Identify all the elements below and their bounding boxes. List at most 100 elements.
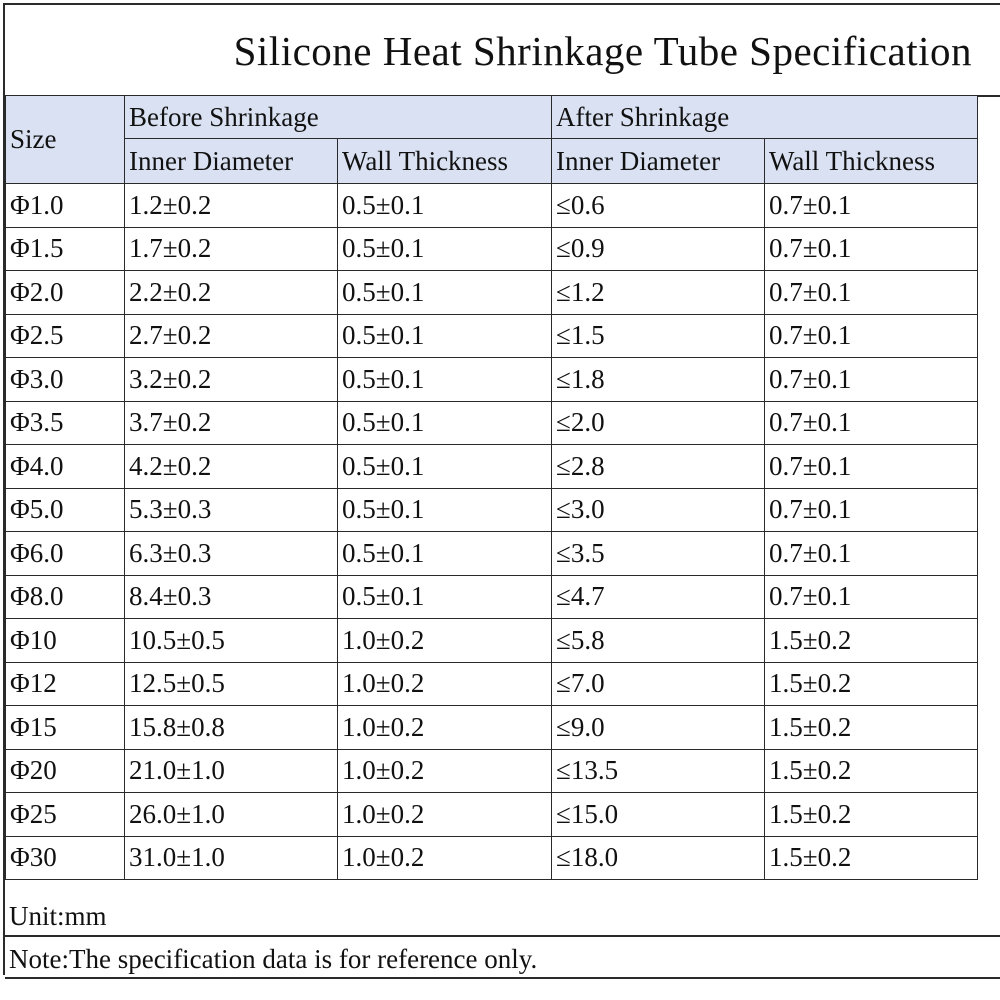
after-inner-diameter-cell: ≤1.8 [551,357,765,402]
after-wall-thickness-cell: 1.5±0.2 [764,748,978,793]
after-inner-diameter-cell: ≤15.0 [551,792,765,837]
size-header: Size [5,95,125,184]
before-inner-diameter-cell: 3.7±0.2 [124,400,338,445]
after-wall-thickness-cell: 1.5±0.2 [764,792,978,837]
size-cell: Φ3.5 [5,400,125,445]
before-wall-thickness-cell: 1.0±0.2 [337,748,552,793]
page-title: Silicone Heat Shrinkage Tube Specificati… [5,5,1000,97]
before-wall-thickness-cell: 0.5±0.1 [337,270,552,315]
before-wall-thickness-cell: 0.5±0.1 [337,444,552,489]
size-cell: Φ30 [5,835,125,880]
before-wall-thickness-cell: 1.0±0.2 [337,661,552,706]
after-wall-thickness-cell: 0.7±0.1 [764,444,978,489]
after-wall-thickness-cell: 0.7±0.1 [764,400,978,445]
before-wall-thickness-cell: 0.5±0.1 [337,313,552,358]
before-inner-diameter-cell: 1.2±0.2 [124,183,338,228]
size-cell: Φ8.0 [5,574,125,619]
before-inner-diameter-cell: 21.0±1.0 [124,748,338,793]
size-cell: Φ5.0 [5,487,125,532]
after-inner-diameter-cell: ≤4.7 [551,574,765,619]
before-inner-diameter-cell: 26.0±1.0 [124,792,338,837]
before-wall-thickness-cell: 1.0±0.2 [337,792,552,837]
table-row: Φ30 31.0±1.0 1.0±0.2 ≤18.0 1.5±0.2 [5,835,978,880]
table-row: Φ1.5 1.7±0.2 0.5±0.1 ≤0.9 0.7±0.1 [5,226,978,271]
after-inner-diameter-header: Inner Diameter [551,138,765,184]
after-inner-diameter-cell: ≤9.0 [551,705,765,750]
size-cell: Φ15 [5,705,125,750]
before-wall-thickness-cell: 0.5±0.1 [337,531,552,576]
after-inner-diameter-cell: ≤7.0 [551,661,765,706]
table-row: Φ4.0 4.2±0.2 0.5±0.1 ≤2.8 0.7±0.1 [5,444,978,489]
size-cell: Φ2.0 [5,270,125,315]
after-inner-diameter-cell: ≤3.0 [551,487,765,532]
table-row: Φ25 26.0±1.0 1.0±0.2 ≤15.0 1.5±0.2 [5,792,978,837]
after-wall-thickness-cell: 1.5±0.2 [764,618,978,663]
size-cell: Φ4.0 [5,444,125,489]
header-row-columns: Inner Diameter Wall Thickness Inner Diam… [6,138,978,184]
table-row: Φ1.0 1.2±0.2 0.5±0.1 ≤0.6 0.7±0.1 [5,183,978,228]
after-wall-thickness-cell: 0.7±0.1 [764,487,978,532]
size-cell: Φ10 [5,618,125,663]
before-inner-diameter-cell: 2.7±0.2 [124,313,338,358]
before-inner-diameter-cell: 31.0±1.0 [124,835,338,880]
after-inner-diameter-cell: ≤0.9 [551,226,765,271]
after-inner-diameter-cell: ≤0.6 [551,183,765,228]
table-row: Φ6.0 6.3±0.3 0.5±0.1 ≤3.5 0.7±0.1 [5,531,978,576]
before-wall-thickness-cell: 0.5±0.1 [337,357,552,402]
after-inner-diameter-cell: ≤3.5 [551,531,765,576]
before-shrinkage-header: Before Shrinkage [124,95,552,139]
size-cell: Φ1.0 [5,183,125,228]
table-body: Φ1.0 1.2±0.2 0.5±0.1 ≤0.6 0.7±0.1 Φ1.5 1.7±0.2… [5,183,978,880]
size-cell: Φ12 [5,661,125,706]
before-inner-diameter-cell: 10.5±0.5 [124,618,338,663]
before-wall-thickness-cell: 0.5±0.1 [337,226,552,271]
before-inner-diameter-cell: 4.2±0.2 [124,444,338,489]
before-inner-diameter-cell: 15.8±0.8 [124,705,338,750]
after-wall-thickness-cell: 1.5±0.2 [764,661,978,706]
after-inner-diameter-cell: ≤5.8 [551,618,765,663]
before-wall-thickness-cell: 1.0±0.2 [337,618,552,663]
table-row: Φ8.0 8.4±0.3 0.5±0.1 ≤4.7 0.7±0.1 [5,574,978,619]
after-wall-thickness-cell: 0.7±0.1 [764,313,978,358]
table-row: Φ20 21.0±1.0 1.0±0.2 ≤13.5 1.5±0.2 [5,748,978,793]
before-inner-diameter-cell: 6.3±0.3 [124,531,338,576]
after-wall-thickness-cell: 0.7±0.1 [764,226,978,271]
before-inner-diameter-cell: 2.2±0.2 [124,270,338,315]
before-wall-thickness-cell: 1.0±0.2 [337,705,552,750]
before-inner-diameter-cell: 3.2±0.2 [124,357,338,402]
after-wall-thickness-header: Wall Thickness [764,138,978,184]
table-row: Φ12 12.5±0.5 1.0±0.2 ≤7.0 1.5±0.2 [5,661,978,706]
table-row: Φ2.0 2.2±0.2 0.5±0.1 ≤1.2 0.7±0.1 [5,270,978,315]
before-wall-thickness-cell: 0.5±0.1 [337,183,552,228]
before-inner-diameter-cell: 8.4±0.3 [124,574,338,619]
reference-note: Note:The specification data is for refer… [5,937,1000,979]
after-wall-thickness-cell: 1.5±0.2 [764,835,978,880]
before-wall-thickness-cell: 0.5±0.1 [337,400,552,445]
before-inner-diameter-header: Inner Diameter [124,138,338,184]
table-row: Φ3.5 3.7±0.2 0.5±0.1 ≤2.0 0.7±0.1 [5,400,978,445]
unit-label: Unit:mm [5,893,1000,937]
after-inner-diameter-cell: ≤1.5 [551,313,765,358]
before-inner-diameter-cell: 12.5±0.5 [124,661,338,706]
after-wall-thickness-cell: 0.7±0.1 [764,531,978,576]
after-inner-diameter-cell: ≤2.0 [551,400,765,445]
after-inner-diameter-cell: ≤1.2 [551,270,765,315]
header-row-groups: Size Before Shrinkage After Shrinkage [5,95,978,184]
before-wall-thickness-cell: 1.0±0.2 [337,835,552,880]
table-header: Size Before Shrinkage After Shrinkage In… [5,95,978,184]
size-cell: Φ25 [5,792,125,837]
size-cell: Φ6.0 [5,531,125,576]
after-wall-thickness-cell: 0.7±0.1 [764,183,978,228]
after-shrinkage-header: After Shrinkage [551,95,978,139]
table-row: Φ10 10.5±0.5 1.0±0.2 ≤5.8 1.5±0.2 [5,618,978,663]
after-wall-thickness-cell: 1.5±0.2 [764,705,978,750]
after-inner-diameter-cell: ≤2.8 [551,444,765,489]
before-wall-thickness-cell: 0.5±0.1 [337,487,552,532]
size-cell: Φ1.5 [5,226,125,271]
size-cell: Φ3.0 [5,357,125,402]
before-inner-diameter-cell: 5.3±0.3 [124,487,338,532]
table-row: Φ5.0 5.3±0.3 0.5±0.1 ≤3.0 0.7±0.1 [5,487,978,532]
before-inner-diameter-cell: 1.7±0.2 [124,226,338,271]
size-cell: Φ2.5 [5,313,125,358]
before-wall-thickness-header: Wall Thickness [337,138,552,184]
